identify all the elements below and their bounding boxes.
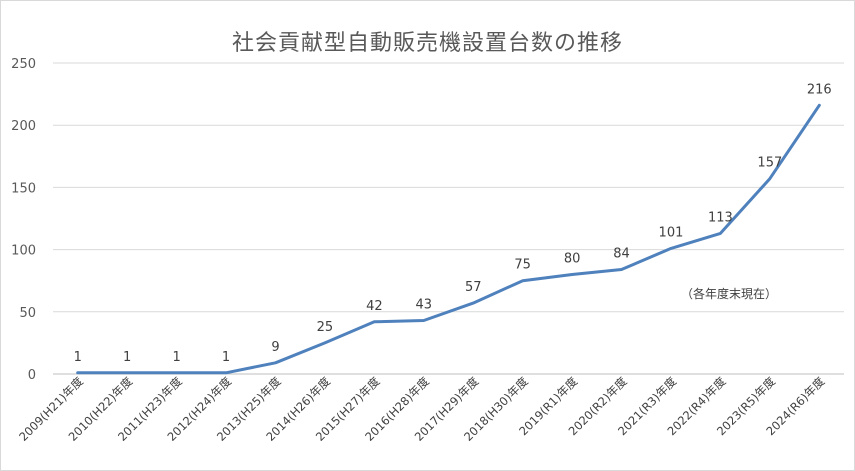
data-label: 1: [123, 350, 131, 365]
y-tick-label: 0: [28, 368, 36, 383]
chart-annotation: （各年度末現在）: [681, 286, 777, 301]
data-label: 75: [514, 258, 531, 273]
data-label: 113: [708, 210, 733, 225]
y-tick-label: 250: [11, 57, 36, 72]
data-label: 9: [271, 340, 279, 355]
data-label: 101: [659, 225, 684, 240]
data-label: 42: [366, 299, 383, 314]
data-label: 80: [564, 251, 581, 266]
y-tick-label: 200: [11, 119, 36, 134]
data-label: 57: [465, 280, 482, 295]
data-label: 1: [172, 350, 180, 365]
y-tick-label: 150: [11, 181, 36, 196]
y-tick-label: 100: [11, 244, 36, 259]
data-label: 84: [613, 247, 630, 262]
data-label: 216: [807, 82, 832, 97]
chart-title: 社会貢献型自動販売機設置台数の推移: [231, 31, 623, 56]
data-label: 1: [222, 350, 230, 365]
y-tick-label: 50: [19, 306, 36, 321]
data-label: 25: [317, 320, 334, 335]
data-label: 43: [416, 298, 433, 313]
data-label: 1: [74, 350, 82, 365]
data-label: 157: [757, 156, 782, 171]
series-line: [76, 103, 821, 375]
